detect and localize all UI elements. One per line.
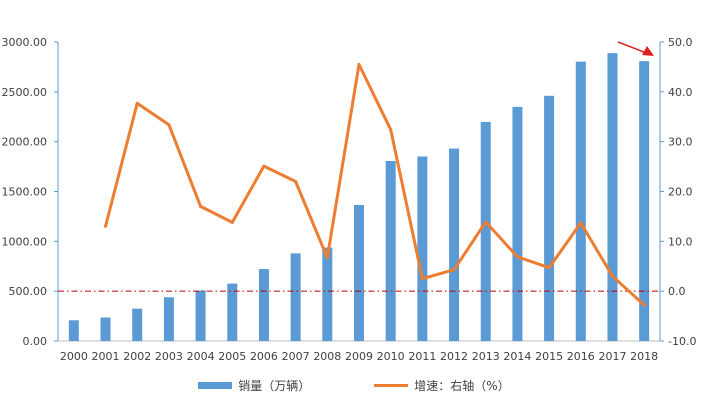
legend: 销量（万辆） 增速：右轴（%） [0,375,708,395]
arrow-head [642,46,654,56]
right-tick-label: 10.0 [668,235,693,248]
bar [227,283,238,341]
x-tick-label: 2010 [377,350,405,363]
legend-item-growth: 增速：右轴（%） [374,377,510,394]
legend-label-sales: 销量（万辆） [238,378,311,393]
bar [480,121,491,341]
right-tick-label: 0.0 [668,285,686,298]
x-tick-label: 2005 [218,350,246,363]
bar [290,253,301,341]
bar [132,308,143,341]
right-tick-label: 50.0 [668,36,693,49]
bar [512,106,523,342]
growth-point [389,128,393,132]
bar [417,156,428,341]
x-tick-label: 2016 [567,350,595,363]
right-tick-label: 30.0 [668,136,693,149]
x-tick-label: 2009 [345,350,373,363]
axes: 0.00 500.00 1000.00 1500.00 2000.00 2500.00 30… [2,36,697,363]
x-tick-label: 2017 [598,350,626,363]
red-arrow-annotation [617,41,654,56]
legend-swatch-line [374,383,409,387]
growth-point [484,220,488,224]
x-tick-label: 2000 [60,350,88,363]
left-tick-label: 500.00 [9,285,48,298]
bar [449,148,460,341]
growth-point [230,220,234,224]
growth-point [262,164,266,168]
bar [68,320,79,341]
x-tick-label: 2002 [123,350,151,363]
bar [322,247,333,341]
x-tick-label: 2011 [408,350,436,363]
x-tick-label: 2018 [630,350,658,363]
legend-label-growth: 增速：右轴（%） [414,378,510,393]
x-tick-label: 2006 [250,350,278,363]
left-tick-label: 3000.00 [2,36,48,49]
bar [195,290,206,341]
legend-item-sales: 销量（万辆） [198,377,310,394]
x-tick-label: 2013 [472,350,500,363]
x-tick-label: 2003 [155,350,183,363]
growth-point [547,266,551,270]
left-tick-label: 2500.00 [2,86,48,99]
left-tick-label: 0.00 [23,335,48,348]
legend-swatch-bar [198,381,233,389]
growth-line [104,62,646,307]
growth-point [579,221,583,225]
bar [354,204,364,341]
bar [258,269,269,341]
growth-point [515,255,519,259]
growth-point [135,101,139,105]
bar [575,61,586,341]
bar [544,95,555,341]
bar [639,61,650,342]
x-tick-label: 2015 [535,350,563,363]
growth-point [642,303,646,307]
left-tick-label: 2000.00 [2,136,48,149]
x-tick-label: 2001 [92,350,120,363]
growth-point [199,204,203,208]
growth-point [104,224,108,228]
left-tick-label: 1000.00 [2,235,48,248]
x-tick-label: 2004 [187,350,215,363]
right-tick-label: -10.0 [668,335,696,348]
growth-point [325,256,329,260]
x-tick-label: 2012 [440,350,468,363]
bar [100,317,111,341]
x-tick-label: 2014 [503,350,531,363]
chart: 0.00 500.00 1000.00 1500.00 2000.00 2500.00 30… [2,36,697,363]
x-tick-label: 2008 [313,350,341,363]
growth-point [357,62,361,66]
right-tick-label: 20.0 [668,186,693,199]
growth-line-series [104,62,646,307]
growth-point [420,277,424,281]
growth-point [610,274,614,278]
growth-point [167,123,171,127]
bar [385,161,396,341]
left-tick-label: 1500.00 [2,186,48,199]
bar [607,53,618,342]
growth-point [294,180,298,184]
bar [163,297,174,341]
right-tick-label: 40.0 [668,86,693,99]
growth-point [452,268,456,272]
x-tick-label: 2007 [282,350,310,363]
bar-series [68,53,650,342]
